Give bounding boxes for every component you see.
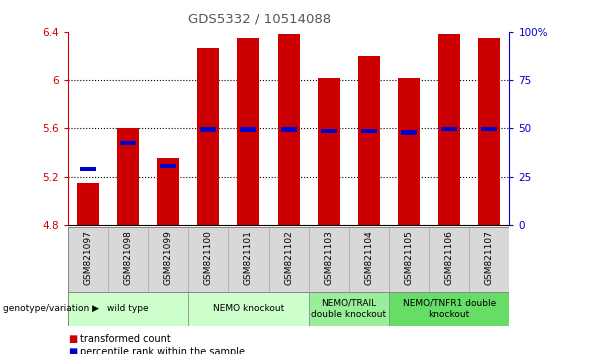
Bar (441, 127, 457, 131)
Text: percentile rank within the sample: percentile rank within the sample (80, 347, 244, 354)
Text: GSM821101: GSM821101 (244, 230, 253, 285)
Bar (80, 167, 96, 171)
Text: GSM821106: GSM821106 (445, 230, 454, 285)
Text: GSM821100: GSM821100 (204, 230, 213, 285)
Text: GSM821099: GSM821099 (164, 230, 173, 285)
Text: NEMO/TNFR1 double
knockout: NEMO/TNFR1 double knockout (403, 299, 496, 319)
Text: GSM821103: GSM821103 (325, 230, 333, 285)
Bar (429, 227, 469, 292)
Bar (389, 292, 509, 326)
Text: GSM821097: GSM821097 (83, 230, 92, 285)
Text: ■: ■ (68, 334, 77, 344)
Bar (398, 78, 420, 225)
Text: GDS5332 / 10514088: GDS5332 / 10514088 (188, 12, 330, 25)
Bar (321, 129, 337, 133)
Bar (438, 34, 460, 225)
Text: transformed count: transformed count (80, 334, 170, 344)
Bar (197, 47, 219, 225)
Bar (349, 227, 389, 292)
Bar (117, 128, 139, 225)
Bar (317, 78, 340, 225)
Text: GSM821098: GSM821098 (124, 230, 133, 285)
Bar (157, 159, 179, 225)
Bar (200, 127, 216, 132)
Bar (309, 292, 389, 326)
Bar (148, 227, 188, 292)
Bar (120, 141, 136, 145)
Bar (160, 164, 176, 168)
Bar (188, 227, 229, 292)
Bar (229, 227, 269, 292)
Text: GSM821104: GSM821104 (365, 230, 373, 285)
Bar (280, 127, 297, 132)
Bar (358, 56, 380, 225)
Bar (237, 38, 260, 225)
Bar (188, 292, 309, 326)
Text: genotype/variation ▶: genotype/variation ▶ (3, 304, 99, 313)
Text: wild type: wild type (107, 304, 149, 313)
Bar (389, 227, 429, 292)
Text: GSM821105: GSM821105 (405, 230, 413, 285)
Bar (401, 130, 417, 135)
Bar (68, 227, 108, 292)
Bar (309, 227, 349, 292)
Text: NEMO/TRAIL
double knockout: NEMO/TRAIL double knockout (311, 299, 386, 319)
Text: ■: ■ (68, 347, 77, 354)
Bar (277, 34, 300, 225)
Bar (469, 227, 509, 292)
Bar (478, 38, 501, 225)
Bar (269, 227, 309, 292)
Bar (361, 129, 377, 133)
Bar (68, 292, 188, 326)
Text: GSM821102: GSM821102 (284, 230, 293, 285)
Bar (481, 127, 498, 131)
Bar (108, 227, 148, 292)
Bar (77, 183, 99, 225)
Text: GSM821107: GSM821107 (485, 230, 494, 285)
Bar (240, 127, 256, 132)
Text: NEMO knockout: NEMO knockout (213, 304, 284, 313)
